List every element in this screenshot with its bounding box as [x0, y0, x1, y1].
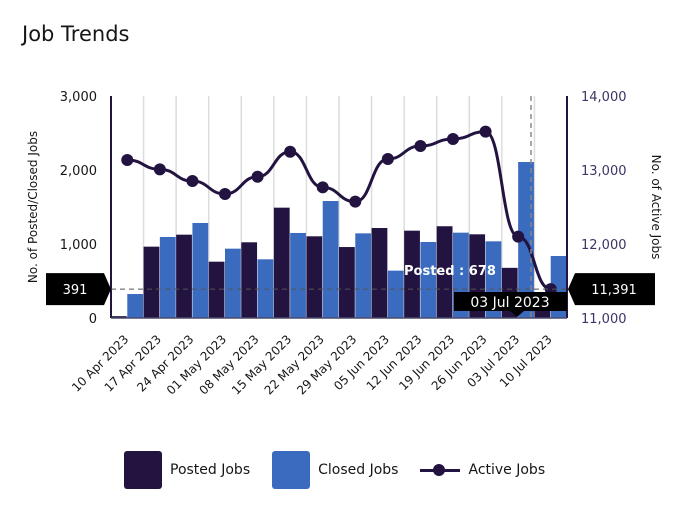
active-jobs-point [186, 175, 199, 188]
active-jobs-point [414, 140, 427, 153]
y2-tick-label: 14,000 [581, 90, 627, 105]
tooltip-text: Posted : 678 [404, 264, 496, 279]
bar-posted [241, 242, 258, 318]
active-jobs-point [153, 163, 166, 176]
legend-item-posted[interactable]: Posted Jobs [124, 451, 250, 489]
active-jobs-point [349, 195, 362, 208]
active-line-swatch [420, 463, 461, 477]
y2-tick-label: 13,000 [581, 164, 627, 179]
legend-item-closed[interactable]: Closed Jobs [272, 451, 398, 489]
bar-posted [339, 247, 355, 318]
bar-posted [371, 228, 388, 318]
legend-label: Closed Jobs [318, 462, 399, 478]
bar-posted [143, 246, 160, 318]
bar-posted [404, 230, 420, 318]
bar-posted [111, 316, 127, 318]
crosshair-x-text: 03 Jul 2023 [470, 295, 549, 311]
bar-posted [208, 261, 225, 318]
legend-label: Active Jobs [468, 462, 546, 478]
bar-closed [355, 233, 372, 318]
active-jobs-point [447, 132, 459, 145]
y-tick-label: 1,000 [60, 238, 97, 253]
bar-posted [436, 226, 453, 318]
active-jobs-point [251, 170, 264, 183]
chart-title: Job Trends [22, 22, 130, 46]
closed-swatch [272, 451, 311, 489]
bar-closed [290, 232, 306, 318]
y-tick-label: 2,000 [60, 164, 97, 179]
y2-axis-label: No. of Active Jobs [649, 155, 663, 260]
y2-tick-label: 12,000 [581, 238, 627, 253]
crosshair-right-readout [568, 273, 655, 306]
active-jobs-point [381, 152, 394, 165]
crosshair-x-readout [454, 292, 567, 317]
y-axis-label: No. of Posted/Closed Jobs [26, 131, 40, 283]
y-tick-label: 3,000 [60, 90, 97, 105]
active-jobs-point [284, 145, 297, 158]
bar-posted [534, 308, 551, 318]
active-jobs-point [121, 154, 134, 167]
bar-closed [322, 201, 339, 318]
y-tick-label: 0 [89, 312, 97, 327]
bar-closed [127, 294, 144, 318]
legend-item-active[interactable]: Active Jobs [420, 462, 545, 478]
crosshair-left-text: 391 [63, 283, 88, 298]
bar-posted [306, 236, 323, 318]
crosshair-right-text: 11,391 [591, 283, 637, 298]
bar-closed [192, 222, 209, 318]
crosshair-left-readout [46, 273, 111, 306]
legend-label: Posted Jobs [170, 462, 251, 478]
bar-closed [159, 236, 176, 318]
active-jobs-point [316, 181, 329, 194]
active-jobs-point [512, 230, 525, 243]
legend: Posted Jobs Closed Jobs Active Jobs [124, 451, 567, 489]
bar-closed [225, 248, 241, 318]
bar-posted [273, 207, 290, 318]
active-jobs-point [479, 125, 492, 138]
y2-tick-label: 11,000 [581, 312, 627, 327]
bar-closed [420, 242, 437, 318]
active-jobs-point [219, 187, 231, 200]
posted-swatch [124, 451, 162, 489]
bar-posted [176, 234, 192, 318]
bar-closed [387, 270, 404, 318]
